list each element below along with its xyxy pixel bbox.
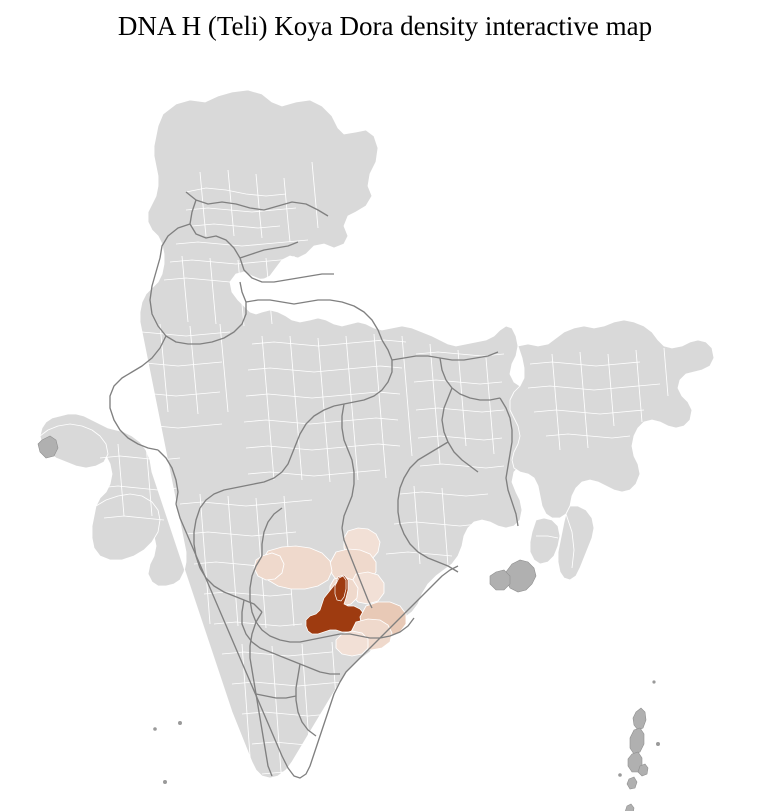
district-karimnagar[interactable] <box>253 552 285 581</box>
district-boundaries <box>97 161 669 787</box>
district-khammam[interactable] <box>305 574 367 635</box>
coastline <box>175 503 459 779</box>
andaman-nicobar-islands <box>618 680 660 811</box>
lakshadweep-islands <box>153 721 182 784</box>
northeast-landmass <box>509 319 715 581</box>
page-title: DNA H (Teli) Koya Dora density interacti… <box>117 10 653 41</box>
highlighted-districts[interactable] <box>253 527 407 657</box>
india-choropleth-map[interactable]: .land { fill:#d9d9d9; stroke:#ffffff; st… <box>0 44 770 811</box>
kutch-coastal-patch <box>37 435 59 459</box>
sundarbans-islands <box>489 559 537 593</box>
mainland-landmass <box>39 89 597 779</box>
district-krishna[interactable] <box>335 630 369 657</box>
district-khammam-spur[interactable] <box>334 575 347 602</box>
